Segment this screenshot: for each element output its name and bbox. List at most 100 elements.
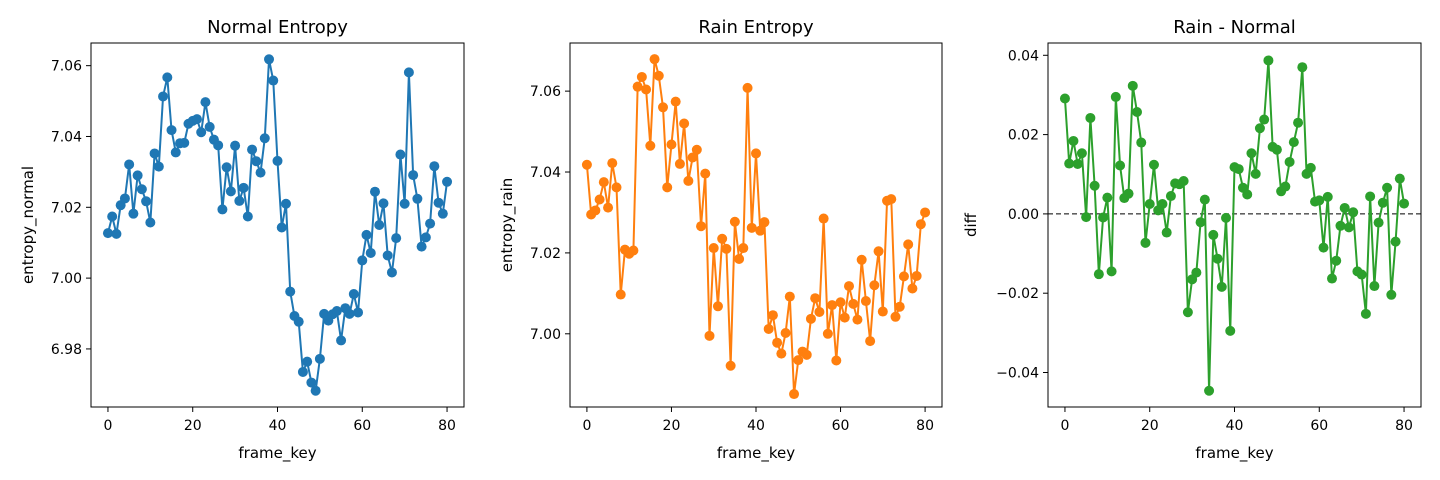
data-point (124, 159, 135, 170)
data-point (196, 127, 207, 138)
data-point (1343, 222, 1354, 233)
data-point (437, 208, 448, 219)
data-point (247, 144, 258, 155)
y-axis-label: diff (962, 212, 980, 237)
data-point (191, 114, 202, 125)
data-point (1242, 189, 1253, 200)
data-point (1204, 385, 1215, 396)
data-point (860, 296, 871, 307)
data-point (1318, 242, 1329, 253)
data-point (1399, 198, 1410, 209)
data-point (1356, 269, 1367, 280)
data-point (662, 182, 673, 193)
data-point (353, 307, 364, 318)
x-axis-label: frame_key (1195, 444, 1273, 463)
data-point (136, 184, 147, 195)
data-point (1157, 198, 1168, 209)
data-point (1348, 207, 1359, 218)
data-point (700, 168, 711, 179)
data-point (1280, 181, 1291, 192)
data-point (653, 70, 664, 81)
data-point (1369, 281, 1380, 292)
data-point (1297, 62, 1308, 73)
data-point (1059, 93, 1070, 104)
y-tick-label: 7.00 (530, 327, 561, 343)
plot-frame (1047, 42, 1422, 408)
data-point (712, 301, 723, 312)
x-tick-label: 80 (916, 418, 934, 434)
data-point (670, 96, 681, 107)
data-point (234, 195, 245, 206)
data-point (611, 182, 622, 193)
data-point (1382, 182, 1393, 193)
data-point (1305, 162, 1316, 173)
data-point (1199, 194, 1210, 205)
data-point (361, 229, 372, 240)
y-tick-label: 7.06 (530, 84, 561, 100)
data-point (751, 148, 761, 159)
data-point (1110, 91, 1121, 102)
data-point (793, 355, 804, 366)
data-point (149, 148, 160, 159)
data-point (1254, 123, 1265, 134)
data-point (251, 156, 262, 167)
data-point (1102, 192, 1113, 203)
data-point (687, 152, 698, 163)
data-point (865, 336, 876, 347)
data-point (603, 202, 614, 213)
data-point (890, 311, 901, 322)
data-point (877, 306, 888, 317)
data-point (1365, 191, 1376, 202)
data-point (1178, 175, 1189, 186)
data-point (293, 316, 304, 327)
data-point (1072, 158, 1083, 169)
data-point (721, 243, 732, 254)
data-point (433, 197, 444, 208)
x-tick-label: 0 (582, 418, 591, 434)
data-point (598, 177, 609, 188)
data-point (128, 208, 139, 219)
data-point (1271, 144, 1282, 155)
data-point (683, 175, 694, 186)
x-axis-label: frame_key (238, 444, 316, 463)
x-tick-label: 80 (438, 418, 456, 434)
data-point (835, 297, 846, 308)
data-point (1377, 197, 1388, 208)
x-tick-label: 60 (832, 418, 850, 434)
data-point (1373, 217, 1384, 228)
data-point (272, 155, 283, 166)
data-point (898, 271, 909, 282)
data-point (200, 97, 211, 108)
data-point (780, 327, 791, 338)
data-point (399, 198, 410, 209)
data-point (1182, 307, 1193, 318)
data-point (1161, 227, 1172, 238)
data-point (755, 225, 766, 236)
data-point (1250, 168, 1261, 179)
data-point (145, 217, 156, 228)
y-axis-label: entropy_normal (19, 166, 38, 284)
y-tick-label: 7.04 (51, 129, 82, 145)
data-point (911, 270, 922, 281)
data-point (1293, 117, 1304, 128)
x-tick-label: 0 (103, 418, 112, 434)
data-point (1246, 148, 1257, 159)
data-point (641, 84, 652, 95)
y-tick-label: 7.00 (51, 271, 82, 287)
chart-panel-rain-entropy: Rain Entropy 0 20 40 60 80 7.00 7.02 7.04 7.06 fra… (498, 17, 943, 463)
chart-panel-rain-minus-normal: Rain - Normal 0 20 40 60 80 −0.04 −0.02 0.00 0.02… (962, 17, 1422, 463)
data-point (1326, 273, 1337, 284)
data-point (204, 121, 215, 132)
data-point (903, 239, 914, 250)
data-point (738, 243, 749, 254)
data-point (1263, 55, 1274, 66)
data-point (615, 289, 626, 300)
data-point (844, 281, 854, 292)
data-point (759, 217, 770, 228)
data-point (839, 312, 850, 323)
data-point (408, 170, 419, 181)
data-point (1221, 212, 1232, 223)
data-point (1081, 212, 1092, 223)
data-point (348, 289, 359, 300)
data-point (1208, 229, 1219, 240)
